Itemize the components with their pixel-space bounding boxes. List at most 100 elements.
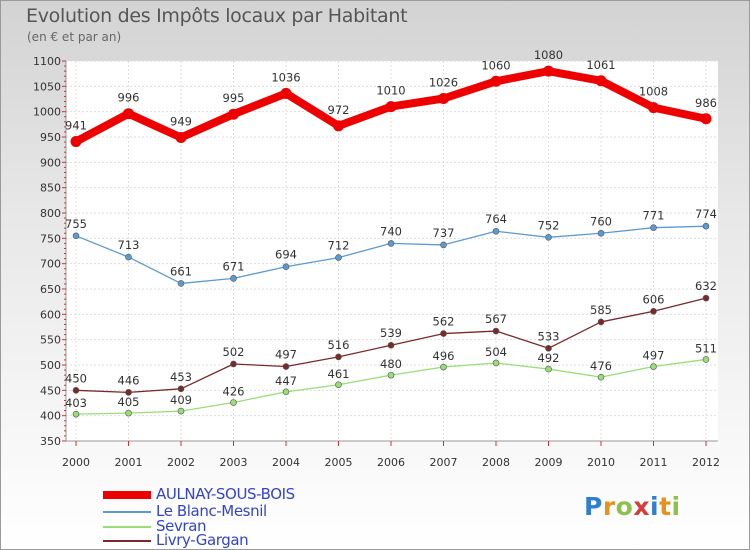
data-label-sevran: 405 [118,395,140,409]
x-tick-label: 2009 [535,456,563,469]
data-label-livry-gargan: 446 [118,373,140,387]
y-tick-label: 650 [40,283,61,296]
data-point-aulnay-sous-bois [595,75,607,87]
data-label-sevran: 511 [695,341,717,355]
data-point-sevran [492,359,500,367]
y-tick-label: 750 [40,232,61,245]
data-label-sevran: 461 [328,367,350,381]
data-point-sevran [650,363,657,370]
data-label-livry-gargan: 632 [695,279,717,293]
legend-label-sevran: Sevran [156,517,207,535]
data-label-aulnay-sous-bois: 1026 [429,75,458,89]
y-tick-label: 400 [40,410,61,423]
data-label-aulnay-sous-bois: 996 [118,91,140,105]
data-point-sevran [282,388,290,396]
x-tick-label: 2007 [430,456,458,469]
data-point-livry-gargan [177,385,185,393]
data-point-le-blanc-mesnil [440,241,447,249]
x-tick-label: 2006 [377,456,405,469]
data-point-livry-gargan [650,307,657,315]
legend-swatch-le-blanc-mesnil [103,511,151,513]
x-tick-label: 2008 [482,456,510,469]
data-point-sevran [702,356,710,363]
legend-label-livry-gargan: Livry-Gargan [156,531,249,549]
data-label-livry-gargan: 539 [380,326,402,340]
data-label-le-blanc-mesnil: 671 [223,259,245,273]
x-tick-label: 2012 [692,456,720,469]
data-label-sevran: 403 [65,396,87,410]
data-label-sevran: 497 [643,349,665,363]
data-point-livry-gargan [387,341,395,349]
legend-label-aulnay-sous-bois: AULNAY-SOUS-BOIS [156,485,295,503]
data-point-livry-gargan [492,327,500,335]
data-label-sevran: 492 [538,351,560,365]
data-label-le-blanc-mesnil: 755 [65,217,87,231]
data-point-livry-gargan [597,318,605,326]
data-label-aulnay-sous-bois: 1080 [534,48,563,62]
data-point-le-blanc-mesnil [125,253,132,261]
data-point-aulnay-sous-bois [333,120,344,132]
data-point-livry-gargan [72,387,80,394]
data-point-aulnay-sous-bois [648,102,659,114]
data-point-aulnay-sous-bois [175,132,187,144]
data-label-livry-gargan: 502 [223,345,245,359]
data-point-le-blanc-mesnil [597,229,605,237]
data-label-le-blanc-mesnil: 661 [170,264,192,278]
data-label-aulnay-sous-bois: 1008 [639,85,668,99]
data-label-livry-gargan: 533 [538,329,560,343]
data-label-aulnay-sous-bois: 986 [695,96,717,110]
y-tick-label: 900 [40,156,61,169]
data-point-le-blanc-mesnil [545,234,552,241]
data-label-livry-gargan: 450 [65,371,87,385]
data-point-aulnay-sous-bois [543,65,554,77]
x-tick-label: 2004 [272,456,300,469]
x-tick-label: 2003 [220,456,248,469]
legend-swatch-aulnay-sous-bois [103,491,151,499]
data-label-aulnay-sous-bois: 1060 [481,58,510,72]
data-point-aulnay-sous-bois [280,87,292,99]
data-point-aulnay-sous-bois [123,108,134,120]
y-tick-label: 350 [40,435,61,448]
data-point-aulnay-sous-bois [385,101,397,113]
x-tick-label: 2011 [640,456,668,469]
data-label-le-blanc-mesnil: 752 [538,218,560,232]
chart-subtitle: (en € et par an) [27,30,122,44]
data-point-sevran [125,409,132,417]
data-label-le-blanc-mesnil: 740 [380,224,402,238]
data-point-sevran [72,410,80,418]
legend-swatch-sevran [103,526,151,528]
data-label-aulnay-sous-bois: 1036 [271,70,300,84]
data-label-livry-gargan: 497 [275,348,297,362]
data-label-livry-gargan: 453 [170,370,192,384]
data-point-le-blanc-mesnil [702,222,710,230]
data-label-livry-gargan: 562 [433,315,455,329]
data-point-le-blanc-mesnil [282,263,290,271]
data-label-sevran: 426 [223,384,245,398]
data-label-le-blanc-mesnil: 774 [695,207,717,221]
data-label-aulnay-sous-bois: 949 [170,115,192,129]
y-tick-label: 1050 [33,80,61,93]
data-point-sevran [440,363,447,371]
data-point-sevran [545,365,552,373]
data-point-aulnay-sous-bois [700,113,712,125]
data-label-le-blanc-mesnil: 737 [433,226,455,240]
data-label-sevran: 480 [380,357,402,371]
data-label-aulnay-sous-bois: 972 [328,103,350,117]
data-point-aulnay-sous-bois [438,92,449,104]
data-point-livry-gargan [545,344,552,352]
data-label-livry-gargan: 567 [485,312,507,326]
y-tick-label: 550 [40,334,61,347]
data-label-livry-gargan: 516 [328,338,350,352]
data-label-sevran: 476 [590,359,612,373]
data-label-le-blanc-mesnil: 764 [485,212,507,226]
proxiti-logo: Proxiti [584,492,681,521]
y-tick-label: 950 [40,131,61,144]
data-label-aulnay-sous-bois: 941 [65,119,87,133]
data-label-aulnay-sous-bois: 995 [223,91,245,105]
legend-label-le-blanc-mesnil: Le Blanc-Mesnil [156,502,267,520]
data-point-le-blanc-mesnil [72,232,80,240]
y-tick-label: 500 [40,359,61,372]
x-tick-label: 2005 [325,456,353,469]
